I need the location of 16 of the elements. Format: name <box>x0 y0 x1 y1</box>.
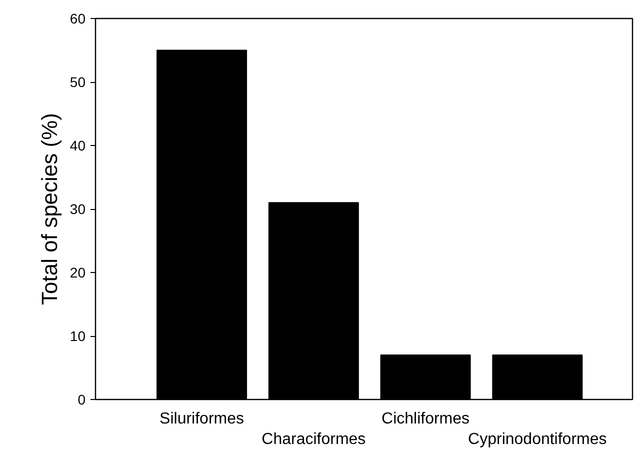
x-tick-label: Siluriformes <box>160 410 244 428</box>
bar <box>268 202 359 400</box>
x-tick-label: Cichliformes <box>382 410 470 428</box>
y-tick-label: 60 <box>70 10 86 26</box>
bar <box>380 354 471 400</box>
y-tick-label: 10 <box>70 328 86 344</box>
y-tick-label: 50 <box>70 74 86 90</box>
y-axis-title: Total of species (%) <box>36 113 62 305</box>
bar <box>156 50 248 400</box>
y-tick-label: 20 <box>70 264 86 280</box>
bar <box>492 354 583 400</box>
x-tick-label: Characiformes <box>262 430 366 448</box>
x-tick-label: Cyprinodontiformes <box>468 430 607 448</box>
y-tick-label: 0 <box>78 392 86 408</box>
y-tick-label: 30 <box>70 201 86 217</box>
y-tick-label: 40 <box>70 138 86 154</box>
